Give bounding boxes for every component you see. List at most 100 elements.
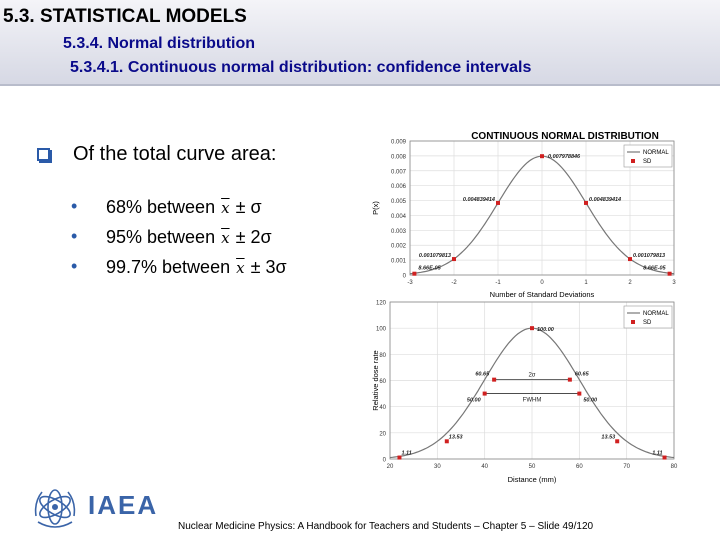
- lead-text: Of the total curve area:: [73, 143, 277, 165]
- x-tick-label: 40: [481, 464, 488, 470]
- plot-frame: [409, 140, 675, 276]
- y-tick-label: 100: [376, 327, 387, 333]
- y-tick-label: 0.009: [391, 140, 407, 146]
- sd-data-point: [397, 455, 402, 460]
- data-label: 8.66E-05: [643, 266, 666, 272]
- x-tick-label: 0: [540, 280, 544, 286]
- item-1-prefix: 68% between: [106, 197, 216, 217]
- item-2-prefix: 95% between: [106, 227, 216, 247]
- legend-label: NORMAL: [643, 150, 669, 156]
- y-tick-label: 0.004: [391, 214, 407, 220]
- x-tick-label: 50: [529, 464, 536, 470]
- dose-rate-chart: 0 20 40 60 80 100 120 20 30 40 50 60 70 80 Distance (m…: [370, 298, 680, 485]
- y-tick-label: 0.005: [391, 199, 407, 205]
- data-label: 8.66E-05: [418, 266, 441, 272]
- x-tick-label: -3: [407, 280, 413, 286]
- x-axis-label: Number of Standard Deviations: [490, 290, 595, 299]
- y-tick-label: 120: [376, 301, 387, 307]
- sd-data-point: [412, 271, 417, 276]
- data-label: 100.00: [537, 327, 554, 333]
- two-sigma-label: 2σ: [528, 373, 535, 379]
- legend-box: [623, 144, 673, 168]
- sd-data-point: [615, 439, 620, 444]
- y-tick-label: 40: [379, 405, 386, 411]
- x-tick-label: 80: [671, 464, 678, 470]
- x-tick-label: 20: [387, 464, 394, 470]
- sd-data-point: [584, 200, 588, 205]
- y-tick-label: 0: [383, 458, 387, 464]
- iaea-logo-icon: [30, 484, 80, 532]
- y-tick-label: 80: [379, 353, 386, 359]
- x-tick-label: 70: [623, 464, 630, 470]
- section-subtitle: 5.3.4. Normal distribution: [63, 35, 256, 52]
- sd-data-point: [452, 257, 456, 262]
- x-axis-label: Distance (mm): [508, 475, 557, 484]
- item-3-suffix: ± 3σ: [250, 257, 287, 277]
- data-label: 0.001079813: [419, 253, 451, 259]
- legend-label: SD: [643, 320, 652, 326]
- bullet-item-3: 99.7% between x ± 3σ: [106, 257, 287, 278]
- y-tick-label: 0.001: [391, 259, 407, 265]
- y-tick-label: 20: [379, 431, 386, 437]
- slide-footer: Nuclear Medicine Physics: A Handbook for…: [178, 521, 594, 532]
- y-tick-label: 0.002: [391, 244, 407, 250]
- sd-data-point: [530, 326, 534, 331]
- data-label: 13.53: [601, 434, 615, 440]
- y-tick-label: 60: [379, 379, 386, 385]
- data-label: 50.00: [467, 398, 481, 404]
- slide-title: 5.3. STATISTICAL MODELS: [3, 6, 247, 27]
- sd-data-point: [628, 257, 632, 262]
- sd-data-point: [492, 377, 497, 382]
- plot-frame: [389, 301, 675, 460]
- checkbox-bullet-icon: [37, 148, 52, 163]
- bullet-icon: •: [71, 196, 78, 216]
- x-tick-label: -1: [495, 280, 501, 286]
- item-1-suffix: ± σ: [235, 197, 262, 217]
- slide-header: 5.3. STATISTICAL MODELS 5.3.4. Normal di…: [0, 0, 720, 86]
- data-label: 1.11: [401, 451, 411, 457]
- item-3-prefix: 99.7% between: [106, 257, 231, 277]
- x-tick-label: -2: [451, 280, 457, 286]
- data-label: 13.53: [449, 434, 463, 440]
- x-tick-label: 3: [672, 280, 676, 286]
- data-label: 1.11: [652, 451, 662, 457]
- data-label: 0.001079813: [633, 253, 665, 259]
- x-bar-symbol: x: [221, 199, 230, 217]
- chart-title: CONTINUOUS NORMAL DISTRIBUTION: [471, 131, 659, 142]
- x-tick-label: 30: [434, 464, 441, 470]
- data-label: 0.007978846: [548, 154, 581, 160]
- legend-marker-icon: [631, 320, 635, 324]
- y-tick-label: 0.003: [391, 229, 407, 235]
- x-tick-label: 60: [576, 464, 583, 470]
- y-tick-label: 0.007: [391, 169, 407, 175]
- data-label: 60.65: [475, 372, 490, 378]
- y-tick-label: 0.006: [391, 184, 407, 190]
- data-label: 0.004839414: [463, 197, 495, 203]
- bullet-item-2: 95% between x ± 2σ: [106, 227, 272, 248]
- data-label: 0.004839414: [589, 197, 621, 203]
- chart-svg: CONTINUOUS NORMAL DISTRIBUTION 0 0.001 0.00…: [371, 131, 676, 299]
- data-label: 50.00: [583, 398, 597, 404]
- normal-distribution-chart: CONTINUOUS NORMAL DISTRIBUTION 0 0.001 0.00…: [370, 128, 680, 300]
- subsection-subtitle: 5.3.4.1. Continuous normal distribution:…: [70, 59, 532, 76]
- x-bar-symbol: x: [221, 229, 230, 247]
- data-label: 60.65: [575, 372, 590, 378]
- bullet-icon: •: [71, 226, 78, 246]
- sd-data-point: [540, 154, 544, 159]
- legend-label: NORMAL: [643, 311, 669, 317]
- y-tick-label: 0.008: [391, 154, 407, 160]
- legend-box: [623, 305, 673, 329]
- legend-label: SD: [643, 159, 652, 165]
- x-bar-symbol: x: [236, 259, 245, 277]
- y-axis-label: Relative dose rate: [371, 350, 380, 410]
- y-axis-label: P(x): [371, 201, 380, 215]
- sd-data-point: [482, 391, 487, 396]
- fwhm-label: FWHM: [523, 398, 542, 404]
- sd-data-point: [444, 439, 449, 444]
- x-tick-label: 2: [628, 280, 632, 286]
- sd-data-point: [667, 271, 672, 276]
- bullet-icon: •: [71, 256, 78, 276]
- y-tick-label: 0: [403, 274, 407, 280]
- sd-data-point: [496, 200, 500, 205]
